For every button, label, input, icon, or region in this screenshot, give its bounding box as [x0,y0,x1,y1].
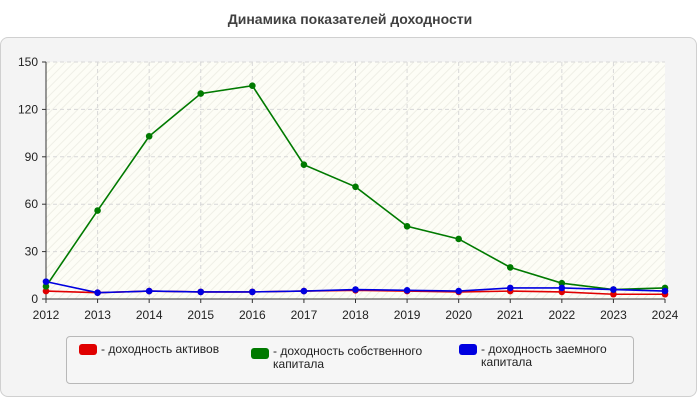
data-point[interactable] [558,279,566,287]
data-point[interactable] [42,278,50,285]
legend-label-debt: - доходность заемного капитала [481,342,607,369]
legend-item-debt: - доходность заемного капитала [459,343,629,369]
data-point[interactable] [300,161,308,168]
y-tick-label: 60 [25,197,39,211]
legend: - доходность активов - доходность собств… [66,336,634,384]
data-point[interactable] [352,286,359,293]
data-point[interactable] [197,90,205,97]
data-point[interactable] [506,284,514,292]
chart-title: Динамика показателей доходности [227,11,473,27]
legend-item-assets: - доходность активов [79,343,249,356]
x-tick-label: 2015 [187,308,214,322]
series-2 [42,278,669,296]
x-tick-label: 2016 [239,308,266,322]
data-point[interactable] [455,235,462,243]
data-point[interactable] [300,287,308,295]
gridlines [46,61,665,299]
legend-swatch-equity [251,348,269,359]
x-tick-label: 2021 [497,308,524,322]
data-point[interactable] [558,284,566,292]
data-point[interactable] [610,286,617,293]
data-point[interactable] [94,207,101,214]
legend-label-equity: - доходность собственного капитала [273,344,423,371]
y-tick-label: 30 [25,245,39,259]
data-point[interactable] [42,287,50,295]
data-point[interactable] [403,223,411,230]
x-tick-label: 2022 [548,308,575,322]
x-tick-label: 2012 [33,308,60,322]
x-axis-ticks: 2012 2013 2014 2015 2016 2017 2018 2019 2020 2021… [33,299,679,322]
y-tick-label: 120 [18,102,38,116]
y-tick-label: 90 [25,150,39,164]
series-group [42,82,669,298]
x-tick-label: 2014 [136,308,163,322]
y-tick-label: 0 [31,292,38,306]
data-point[interactable] [197,288,205,296]
legend-swatch-debt [459,344,477,355]
x-tick-label: 2013 [84,308,111,322]
data-point[interactable] [403,287,411,294]
legend-label-assets: - доходность активов [101,342,220,356]
y-tick-label: 150 [18,55,38,69]
x-tick-label: 2023 [600,308,627,322]
x-tick-label: 2024 [652,308,679,322]
data-point[interactable] [506,264,514,271]
x-tick-label: 2018 [342,308,369,322]
legend-item-equity: - доходность собственного капитала [251,343,451,371]
data-point[interactable] [249,82,256,89]
data-point[interactable] [249,288,256,296]
data-point[interactable] [42,283,50,290]
data-point[interactable] [94,289,101,296]
data-point[interactable] [455,287,462,295]
data-point[interactable] [145,287,153,295]
x-tick-label: 2019 [394,308,421,322]
data-point[interactable] [352,183,359,191]
x-tick-label: 2020 [445,308,472,322]
data-point[interactable] [145,132,153,140]
x-tick-label: 2017 [291,308,318,322]
legend-swatch-assets [79,344,97,355]
data-point[interactable] [610,290,617,298]
data-point[interactable] [661,287,669,295]
y-axis-ticks: 0 30 60 90 120 150 [18,55,46,306]
